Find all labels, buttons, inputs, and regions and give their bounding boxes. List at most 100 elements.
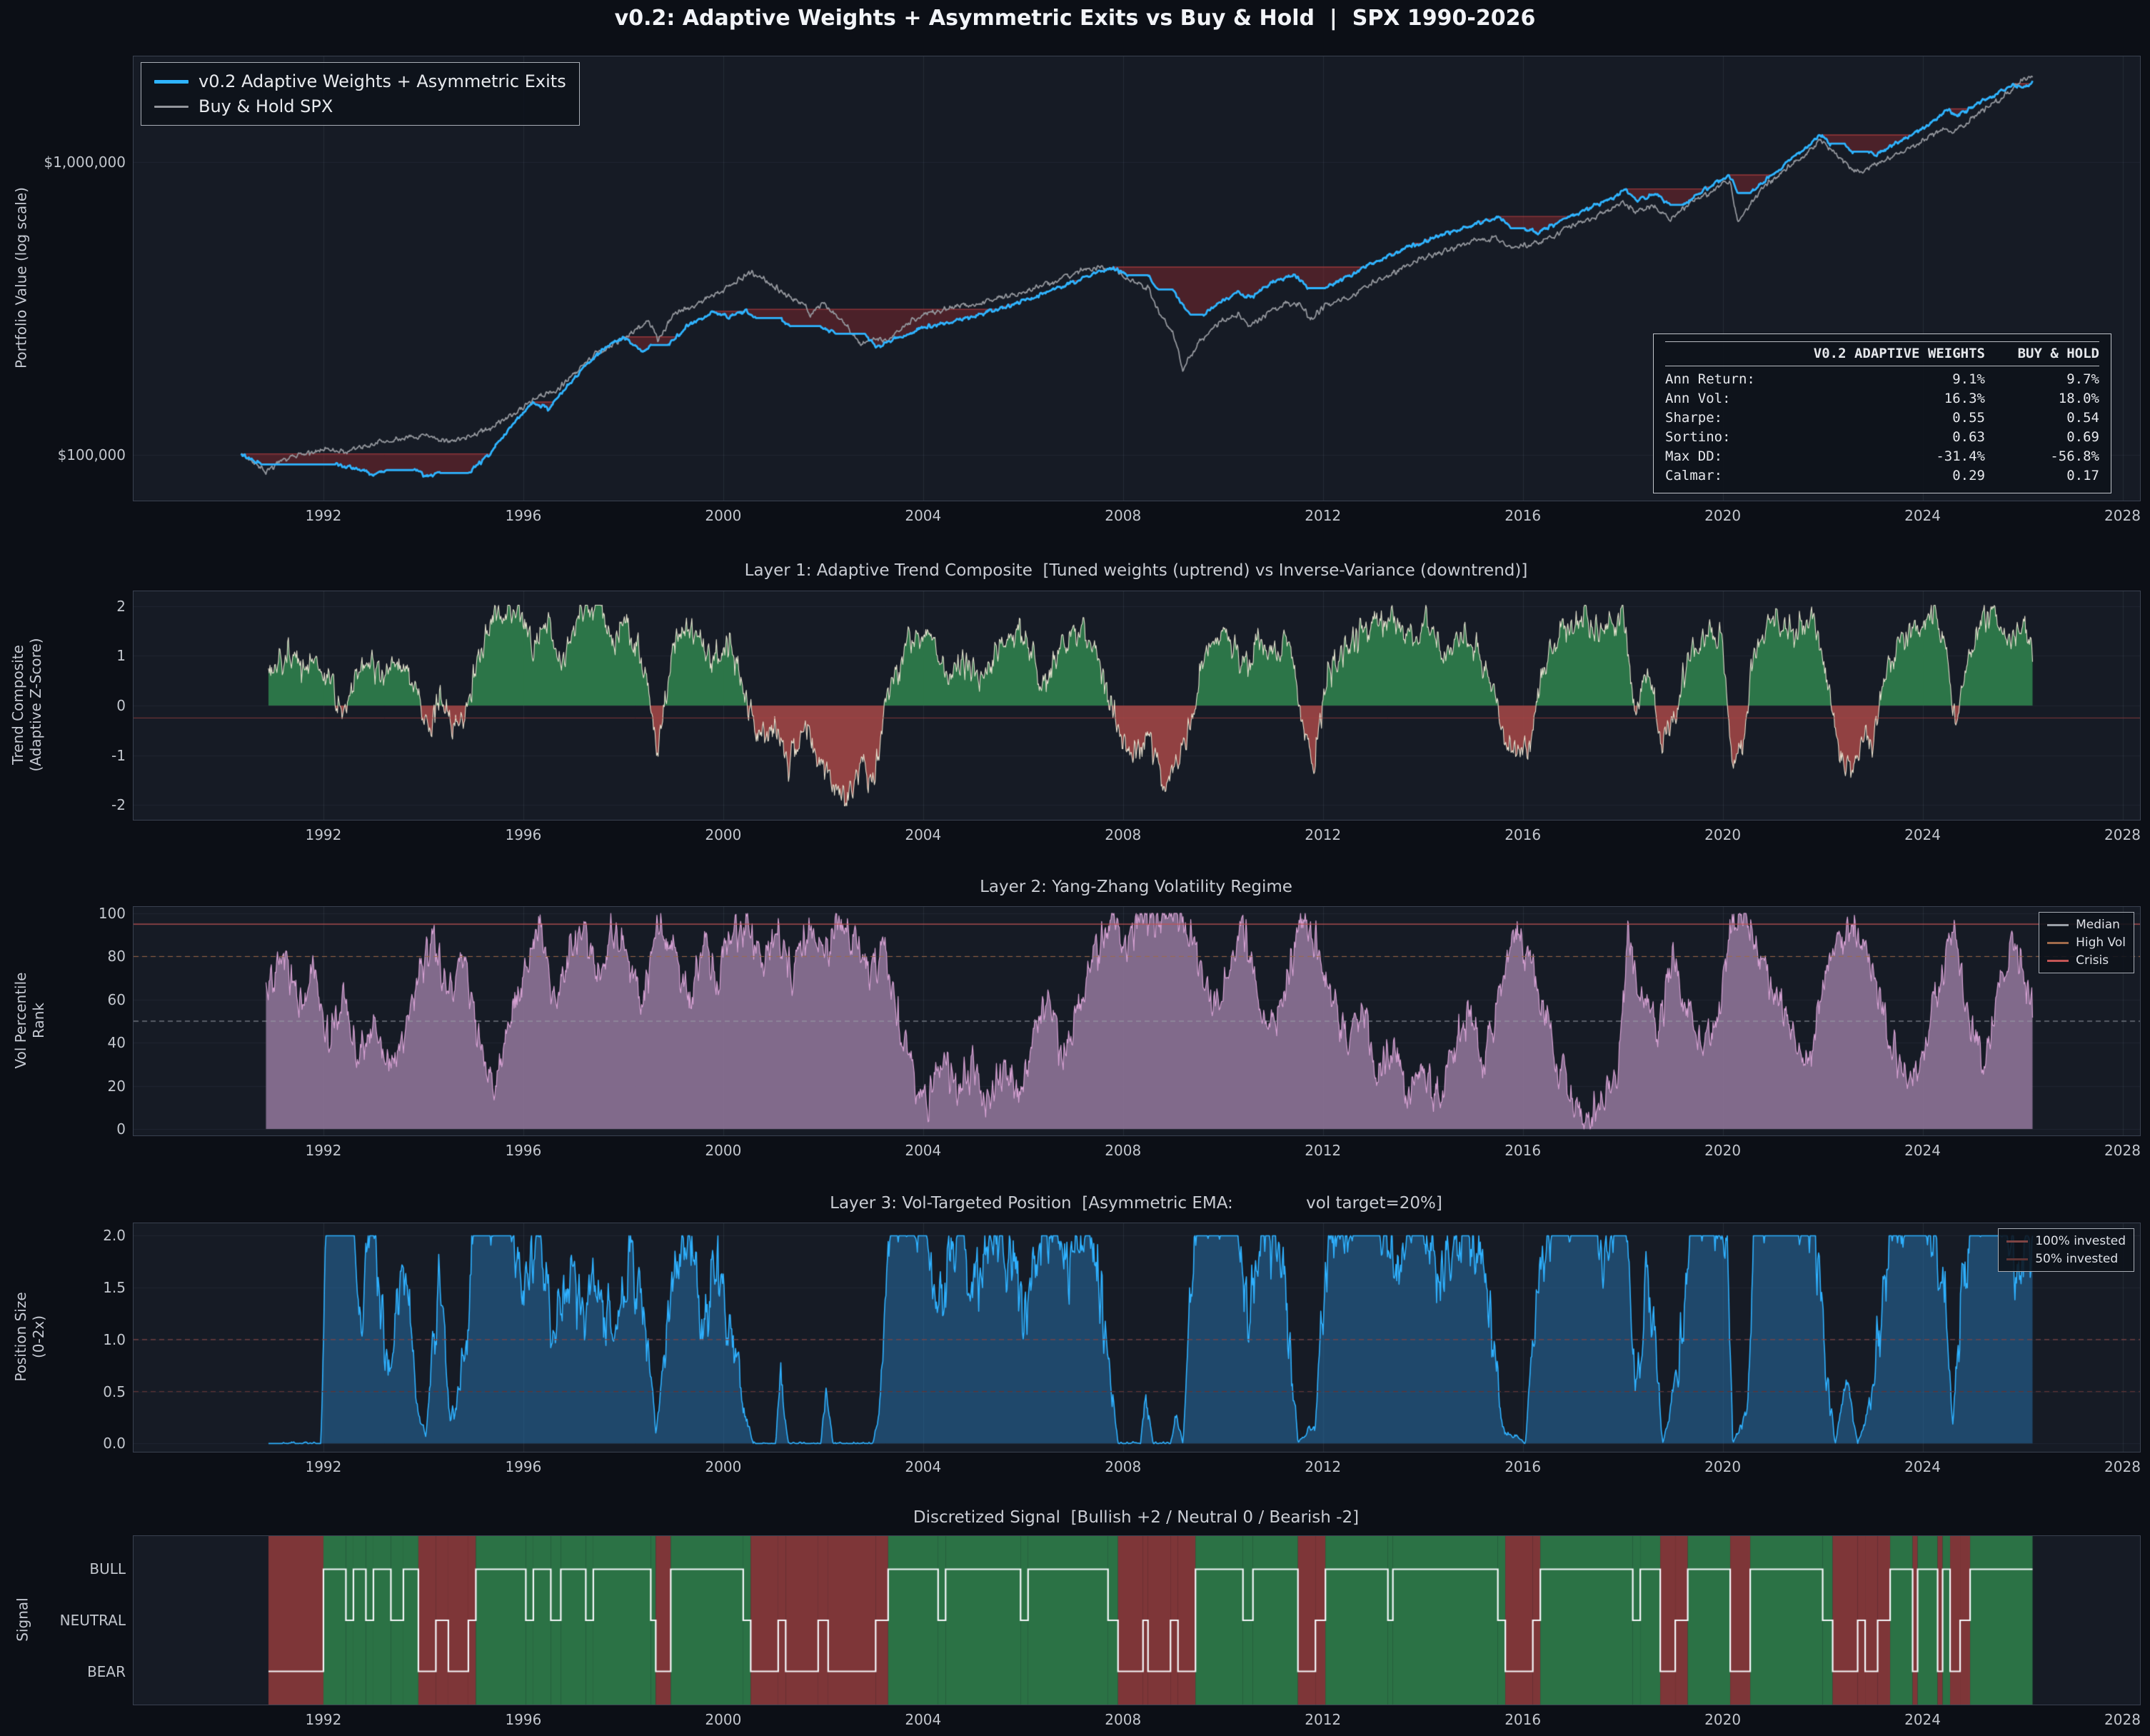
y-tick-label: BULL bbox=[89, 1560, 126, 1577]
x-tick-label: 2004 bbox=[905, 1458, 941, 1475]
x-tick-label: 2024 bbox=[1904, 507, 1941, 524]
y-tick-label: 1 bbox=[116, 647, 126, 664]
stats-row-calmar: Calmar: 0.29 0.17 bbox=[1665, 466, 2099, 486]
y-tick-label: 2 bbox=[116, 598, 126, 615]
ylabel-vol-percentile: Vol Percentile Rank bbox=[12, 973, 48, 1069]
y-tick-label: 0.0 bbox=[103, 1435, 126, 1452]
legend-item-100-invested: 100% invested bbox=[2006, 1234, 2126, 1248]
x-tick-label: 2016 bbox=[1505, 1142, 1541, 1159]
y-tick-label: NEUTRAL bbox=[60, 1612, 126, 1629]
panel-title-layer2: Layer 2: Yang-Zhang Volatility Regime bbox=[133, 878, 2139, 896]
y-tick-label: 20 bbox=[108, 1078, 126, 1095]
legend-item-median: Median bbox=[2047, 918, 2126, 932]
stats-table: V0.2 ADAPTIVE WEIGHTS BUY & HOLD Ann Ret… bbox=[1653, 333, 2111, 493]
y-tick-label: 2.0 bbox=[103, 1227, 126, 1244]
panel-trend-composite: 1992199620002004200820122016202020242028… bbox=[133, 591, 2141, 821]
x-tick-label: 2028 bbox=[2104, 507, 2141, 524]
x-tick-label: 2004 bbox=[905, 1711, 941, 1728]
stats-col2-header: BUY & HOLD bbox=[1985, 346, 2099, 361]
legend-item-50-invested: 50% invested bbox=[2006, 1252, 2126, 1266]
strategy-line-swatch bbox=[154, 80, 189, 84]
buyhold-line-swatch bbox=[154, 106, 189, 108]
stats-row-sortino: Sortino: 0.63 0.69 bbox=[1665, 428, 2099, 447]
x-tick-label: 1992 bbox=[305, 1458, 341, 1475]
stats-row-ann-vol: Ann Vol: 16.3% 18.0% bbox=[1665, 389, 2099, 408]
y-tick-label: -1 bbox=[111, 747, 126, 764]
x-tick-label: 2020 bbox=[1704, 507, 1741, 524]
x-tick-label: 2008 bbox=[1105, 1142, 1141, 1159]
x-tick-label: 2028 bbox=[2104, 1711, 2141, 1728]
legend-label-buyhold: Buy & Hold SPX bbox=[199, 96, 333, 116]
legend-item-crisis: Crisis bbox=[2047, 953, 2126, 968]
x-tick-label: 2016 bbox=[1505, 507, 1541, 524]
y-tick-label: -2 bbox=[111, 796, 126, 813]
y-tick-label: $1,000,000 bbox=[44, 154, 126, 171]
x-tick-label: 2028 bbox=[2104, 1458, 2141, 1475]
x-tick-label: 1996 bbox=[505, 1458, 541, 1475]
x-tick-label: 2008 bbox=[1105, 1711, 1141, 1728]
x-tick-label: 2024 bbox=[1904, 1142, 1941, 1159]
x-tick-label: 2000 bbox=[705, 1711, 741, 1728]
ylabel-signal: Signal bbox=[14, 1597, 32, 1641]
ylabel-position-size: Position Size (0-2x) bbox=[12, 1292, 48, 1381]
y-tick-label: 0 bbox=[116, 1120, 126, 1138]
panel-position-size: 100% invested 50% invested 1992199620002… bbox=[133, 1223, 2141, 1452]
stats-table-body: Ann Return: 9.1% 9.7% Ann Vol: 16.3% 18.… bbox=[1665, 370, 2099, 486]
x-tick-label: 2000 bbox=[705, 1458, 741, 1475]
panel-signal: 1992199620002004200820122016202020242028… bbox=[133, 1535, 2141, 1705]
y-tick-label: 1.0 bbox=[103, 1331, 126, 1348]
legend-item-buyhold: Buy & Hold SPX bbox=[154, 96, 566, 116]
x-tick-label: 1996 bbox=[505, 507, 541, 524]
portfolio-legend: v0.2 Adaptive Weights + Asymmetric Exits… bbox=[141, 62, 580, 126]
x-tick-label: 2016 bbox=[1505, 1458, 1541, 1475]
legend-item-high-vol: High Vol bbox=[2047, 935, 2126, 950]
trend-composite-chart-canvas bbox=[134, 591, 2140, 820]
x-tick-label: 2012 bbox=[1305, 1142, 1341, 1159]
panel-title-layer3: Layer 3: Vol-Targeted Position [Asymmetr… bbox=[133, 1194, 2139, 1213]
panel-title-signal: Discretized Signal [Bullish +2 / Neutral… bbox=[133, 1508, 2139, 1527]
y-tick-label: 60 bbox=[108, 991, 126, 1008]
x-tick-label: 2028 bbox=[2104, 826, 2141, 843]
x-tick-label: 1996 bbox=[505, 1711, 541, 1728]
x-tick-label: 2028 bbox=[2104, 1142, 2141, 1159]
stats-col1-header: V0.2 ADAPTIVE WEIGHTS bbox=[1765, 346, 1985, 361]
y-tick-label: 40 bbox=[108, 1034, 126, 1051]
x-tick-label: 2004 bbox=[905, 826, 941, 843]
y-tick-label: 0 bbox=[116, 697, 126, 714]
x-tick-label: 1996 bbox=[505, 1142, 541, 1159]
x-tick-label: 2000 bbox=[705, 826, 741, 843]
high-vol-line-swatch bbox=[2047, 942, 2069, 944]
y-tick-label: $100,000 bbox=[58, 446, 126, 463]
stats-row-sharpe: Sharpe: 0.55 0.54 bbox=[1665, 408, 2099, 428]
panel-title-layer1: Layer 1: Adaptive Trend Composite [Tuned… bbox=[133, 561, 2139, 580]
panel-vol-regime: Median High Vol Crisis 19921996200020042… bbox=[133, 906, 2141, 1136]
x-tick-label: 2008 bbox=[1105, 826, 1141, 843]
x-tick-label: 1992 bbox=[305, 826, 341, 843]
stats-row-ann-return: Ann Return: 9.1% 9.7% bbox=[1665, 370, 2099, 389]
x-tick-label: 1992 bbox=[305, 507, 341, 524]
y-tick-label: 100 bbox=[99, 905, 126, 922]
x-tick-label: 1992 bbox=[305, 1711, 341, 1728]
vol-regime-chart-canvas bbox=[134, 907, 2140, 1135]
x-tick-label: 2012 bbox=[1305, 507, 1341, 524]
position-size-chart-canvas bbox=[134, 1223, 2140, 1452]
x-tick-label: 2012 bbox=[1305, 1711, 1341, 1728]
y-tick-label: 80 bbox=[108, 948, 126, 965]
x-tick-label: 2020 bbox=[1704, 1142, 1741, 1159]
x-tick-label: 2016 bbox=[1505, 826, 1541, 843]
invested-50-line-swatch bbox=[2006, 1258, 2028, 1260]
y-tick-label: 1.5 bbox=[103, 1279, 126, 1296]
median-line-swatch bbox=[2047, 924, 2069, 926]
invested-100-line-swatch bbox=[2006, 1240, 2028, 1243]
x-tick-label: 1996 bbox=[505, 826, 541, 843]
x-tick-label: 2016 bbox=[1505, 1711, 1541, 1728]
ylabel-portfolio: Portfolio Value (log scale) bbox=[13, 187, 31, 368]
vol-regime-legend: Median High Vol Crisis bbox=[2039, 912, 2134, 973]
x-tick-label: 2004 bbox=[905, 507, 941, 524]
x-tick-label: 2004 bbox=[905, 1142, 941, 1159]
y-tick-label: 0.5 bbox=[103, 1383, 126, 1400]
x-tick-label: 2020 bbox=[1704, 1458, 1741, 1475]
x-tick-label: 2012 bbox=[1305, 826, 1341, 843]
stats-row-max-dd: Max DD: -31.4% -56.8% bbox=[1665, 447, 2099, 466]
x-tick-label: 2024 bbox=[1904, 1458, 1941, 1475]
